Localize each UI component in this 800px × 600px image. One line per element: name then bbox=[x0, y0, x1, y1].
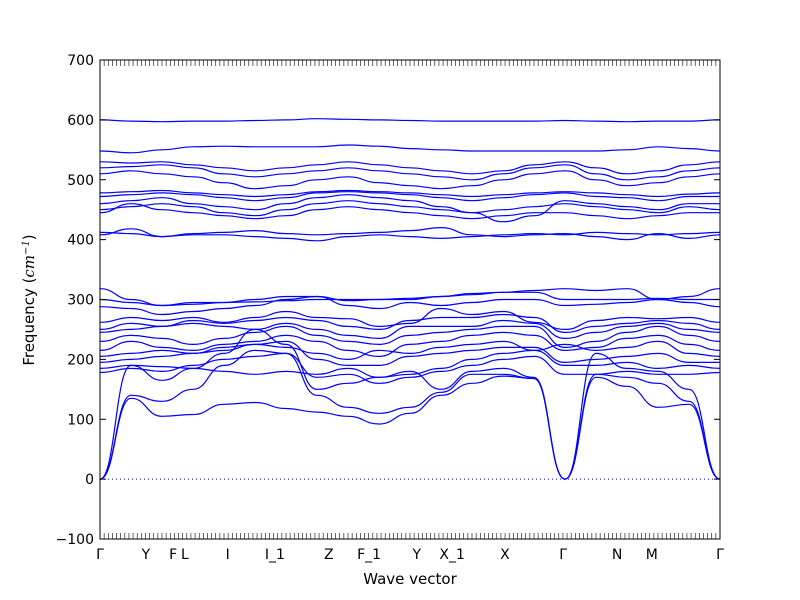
x-tick-label-high-symmetry: N bbox=[612, 547, 622, 563]
band-line-2 bbox=[99, 349, 721, 480]
band-line-8 bbox=[99, 331, 721, 358]
band-line-15 bbox=[99, 288, 721, 307]
band-line-20 bbox=[99, 194, 720, 223]
band-line-23 bbox=[99, 170, 721, 190]
x-tick-label-high-symmetry: Y bbox=[141, 547, 151, 563]
x-ticks-layer: Γ Y F L I I_1 Z F_1 Y X_1 X Γ N M Γ bbox=[96, 60, 724, 563]
x-tick-label-high-symmetry: Y bbox=[412, 547, 422, 563]
band-line-13 bbox=[99, 295, 721, 316]
y-ticks-layer: −100 0 100 200 300 400 500 600 700 bbox=[56, 53, 720, 548]
y-axis-label-suffix: ) bbox=[20, 234, 38, 240]
y-tick-label: 500 bbox=[67, 173, 94, 189]
band-line-17 bbox=[99, 231, 721, 242]
x-tick-label-high-symmetry: Γ bbox=[96, 547, 104, 563]
y-tick-label: 0 bbox=[85, 472, 94, 488]
band-line-16 bbox=[99, 226, 721, 241]
x-tick-label-high-symmetry: I_1 bbox=[265, 547, 285, 563]
x-tick-label-high-symmetry: Γ bbox=[716, 547, 724, 563]
band-line-27 bbox=[99, 118, 721, 123]
band-line-19 bbox=[99, 200, 721, 217]
y-tick-label: 300 bbox=[67, 293, 94, 309]
band-line-7 bbox=[99, 340, 721, 361]
y-tick-label: −100 bbox=[56, 532, 94, 548]
band-line-11 bbox=[99, 313, 721, 334]
y-tick-label: 400 bbox=[67, 233, 94, 249]
x-tick-label-high-symmetry: L bbox=[181, 547, 189, 563]
band-line-5 bbox=[99, 349, 721, 378]
band-line-21 bbox=[99, 191, 720, 202]
x-tick-label-high-symmetry: F_1 bbox=[357, 547, 381, 563]
y-tick-label: 200 bbox=[67, 352, 94, 368]
y-tick-label: 700 bbox=[67, 53, 94, 69]
y-axis-label-unit-exponent: −1 bbox=[21, 240, 32, 255]
y-axis-label: Frequency (cm−1) bbox=[20, 234, 38, 365]
y-axis-label-unit: cm bbox=[20, 255, 38, 278]
band-line-3 bbox=[99, 328, 721, 480]
x-tick-label-high-symmetry: M bbox=[646, 547, 658, 563]
band-line-9 bbox=[99, 325, 721, 349]
band-line-24 bbox=[99, 164, 721, 181]
band-line-4 bbox=[99, 352, 721, 384]
x-tick-label-high-symmetry: Z bbox=[324, 547, 334, 563]
band-line-25 bbox=[99, 161, 721, 175]
x-axis-label: Wave vector bbox=[363, 570, 457, 588]
y-tick-label: 100 bbox=[67, 412, 94, 428]
y-tick-label: 600 bbox=[67, 113, 94, 129]
band-line-18 bbox=[99, 203, 720, 220]
band-line-14 bbox=[99, 291, 720, 307]
band-line-12 bbox=[99, 307, 721, 331]
band-line-10 bbox=[99, 319, 721, 340]
x-tick-label-high-symmetry: Γ bbox=[559, 547, 567, 563]
band-line-26 bbox=[99, 144, 721, 154]
x-tick-label-high-symmetry: F bbox=[169, 547, 177, 563]
bands-layer bbox=[99, 118, 721, 480]
x-tick-label-high-symmetry: X bbox=[500, 547, 510, 563]
band-line-1 bbox=[99, 375, 721, 480]
x-tick-label-high-symmetry: I bbox=[226, 547, 230, 563]
band-line-22 bbox=[99, 189, 721, 198]
x-tick-label-high-symmetry: X_1 bbox=[439, 547, 465, 563]
y-axis-label-prefix: Frequency ( bbox=[20, 278, 38, 366]
